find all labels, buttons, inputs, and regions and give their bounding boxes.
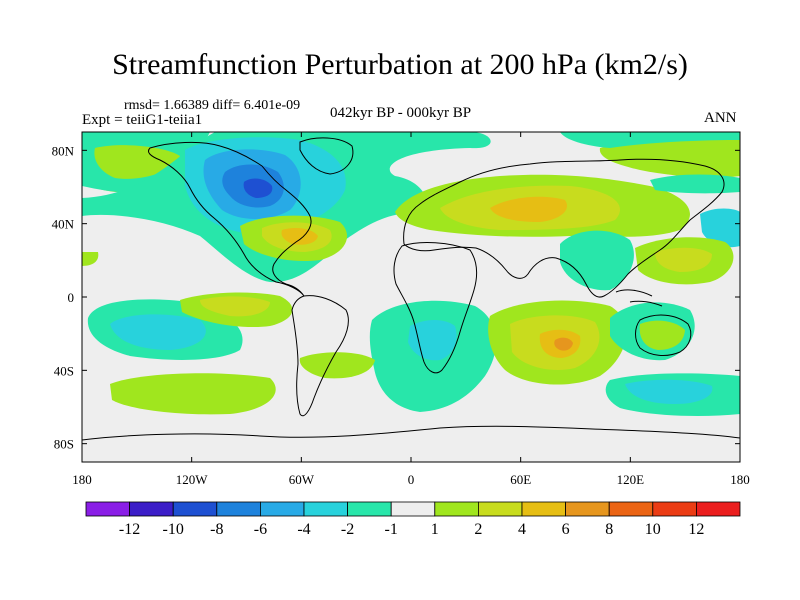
colorbar-swatch <box>129 501 174 517</box>
coastline-eurasia <box>403 158 725 298</box>
contour-region <box>82 252 99 266</box>
lon-label: 180 <box>72 472 92 487</box>
lat-label: 40S <box>54 363 74 378</box>
map-title: Streamfunction Perturbation at 200 hPa (… <box>112 48 688 81</box>
colorbar-label: 4 <box>518 521 526 538</box>
colorbar-swatch <box>434 501 479 517</box>
colorbar-swatch <box>477 501 523 517</box>
colorbar-label: -6 <box>254 521 267 538</box>
contour-region <box>700 208 740 248</box>
coastlines <box>82 137 740 441</box>
lon-label: 120E <box>617 472 645 487</box>
colorbar-label: -4 <box>297 521 310 538</box>
colorbar-swatch <box>652 501 697 517</box>
contour-fields <box>82 132 740 416</box>
contour-region <box>299 352 375 379</box>
lat-label: 80S <box>54 437 74 452</box>
colorbar-swatch <box>521 501 566 517</box>
contour-region <box>639 320 685 350</box>
contour-region <box>650 174 740 194</box>
coastline-australia <box>635 314 692 356</box>
contour-region <box>243 178 273 198</box>
lon-label: 120W <box>176 472 209 487</box>
lon-label: 60W <box>289 472 315 487</box>
colorbar: -12 -10 -8 -6 -4 -2 -1 1 2 4 6 8 10 12 <box>85 501 741 538</box>
lon-label: 0 <box>408 472 415 487</box>
contour-region <box>560 132 740 148</box>
map-axes: 80N 40N 0 40S 80S 180 120W 60W 0 60E 120E 180 <box>52 132 750 487</box>
coastline-greenland <box>299 137 354 175</box>
colorbar-label: -1 <box>385 521 398 538</box>
colorbar-label: 10 <box>645 521 661 538</box>
contour-region <box>200 296 270 317</box>
colorbar-label: -2 <box>341 521 354 538</box>
coastline-south-america <box>291 295 349 417</box>
colorbar-swatch <box>565 501 610 517</box>
lon-label: 180 <box>730 472 750 487</box>
colorbar-swatch <box>608 501 654 517</box>
contour-region <box>490 196 568 222</box>
colorbar-swatch <box>85 501 130 517</box>
lat-label: 0 <box>68 290 75 305</box>
coastline-north-america <box>147 141 312 297</box>
contour-region <box>625 379 713 404</box>
contour-region <box>94 145 180 179</box>
colorbar-swatch <box>303 501 348 517</box>
colorbar-label: 8 <box>605 521 613 538</box>
colorbar-label: 1 <box>431 521 439 538</box>
colorbar-label: -10 <box>163 521 184 538</box>
lat-label: 80N <box>52 143 75 158</box>
contour-region <box>599 136 740 178</box>
colorbar-swatch <box>216 501 261 517</box>
contour-region <box>560 230 634 291</box>
colorbar-swatch <box>347 501 392 517</box>
coastline-indonesia <box>615 289 663 307</box>
experiment-line: Expt = teiiG1-teiia1 <box>82 112 203 128</box>
colorbar-swatch <box>172 501 218 517</box>
colorbar-swatch <box>259 501 305 517</box>
contour-region <box>408 320 457 361</box>
contour-region <box>655 247 712 272</box>
lon-label: 60E <box>510 472 531 487</box>
colorbar-label: -12 <box>119 521 140 538</box>
contour-region <box>110 373 276 415</box>
colorbar-swatch <box>390 501 436 517</box>
colorbar-label: 6 <box>562 521 570 538</box>
contour-region <box>110 314 206 350</box>
colorbar-swatch <box>696 501 741 517</box>
season-label: ANN <box>704 110 737 126</box>
coastline-africa <box>393 242 478 374</box>
colorbar-label: -8 <box>210 521 223 538</box>
colorbar-label: 12 <box>688 521 704 538</box>
colorbar-label: 2 <box>474 521 482 538</box>
contour-region <box>281 228 318 245</box>
coastline-antarctica <box>82 425 740 441</box>
contour-region <box>554 337 573 351</box>
stats-line: rmsd= 1.66389 diff= 6.401e-09 <box>124 98 301 113</box>
lat-label: 40N <box>52 217 75 232</box>
period-line: 042kyr BP - 000kyr BP <box>330 105 472 121</box>
